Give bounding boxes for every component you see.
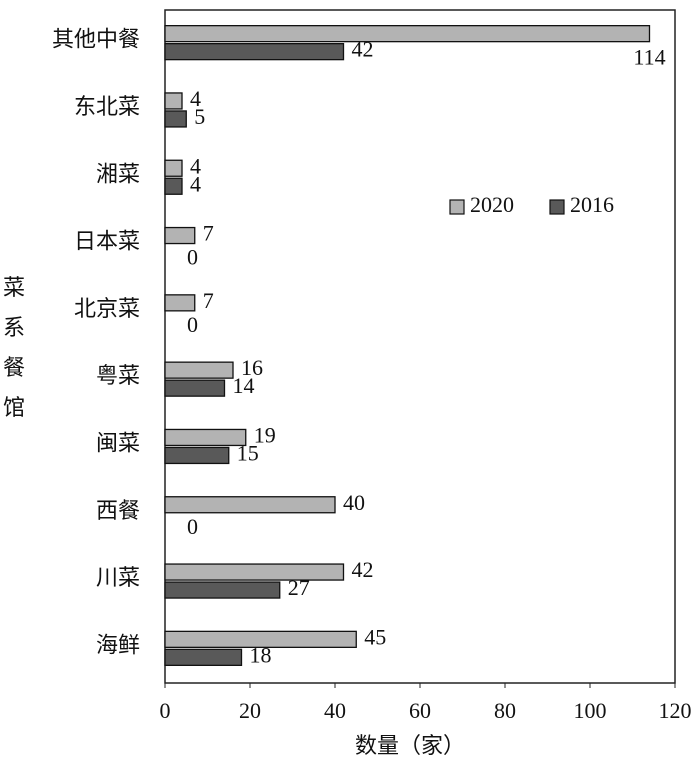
data-label: 4 — [190, 86, 201, 111]
bar — [164, 496, 336, 514]
data-label: 7 — [203, 221, 214, 246]
y-axis-label: 菜系餐馆 — [3, 275, 25, 420]
y-tick-label: 粤菜 — [96, 363, 140, 388]
y-tick-label: 闽菜 — [96, 430, 140, 455]
bar — [164, 428, 247, 447]
data-label: 40 — [343, 490, 365, 515]
bar — [164, 648, 243, 666]
data-label: 16 — [241, 355, 263, 380]
bar — [164, 563, 345, 581]
data-label: 45 — [364, 624, 386, 649]
legend-label: 2020 — [470, 192, 514, 217]
bar — [164, 446, 230, 465]
bar — [164, 159, 183, 177]
bar — [164, 110, 187, 128]
y-tick-label: 海鲜 — [96, 632, 140, 657]
legend-label: 2016 — [570, 192, 614, 217]
x-axis-label: 数量（家） — [355, 733, 465, 758]
data-label: 0 — [187, 312, 198, 337]
y-tick-label: 东北菜 — [74, 94, 140, 119]
data-label: 42 — [352, 557, 374, 582]
data-label: 19 — [254, 422, 276, 447]
y-tick-label: 西餐 — [96, 498, 140, 523]
bar — [164, 630, 357, 648]
x-tick-label: 20 — [239, 698, 261, 723]
data-label: 4 — [190, 171, 201, 196]
bar — [164, 361, 234, 379]
bar — [164, 43, 345, 61]
y-tick-label: 川菜 — [96, 565, 140, 590]
data-label: 0 — [187, 245, 198, 270]
data-label: 27 — [288, 575, 310, 600]
x-tick-label: 60 — [409, 698, 431, 723]
bar — [164, 177, 183, 195]
bar — [164, 92, 183, 110]
y-tick-label: 北京菜 — [74, 296, 140, 321]
legend-swatch — [549, 199, 565, 215]
x-tick-label: 40 — [324, 698, 346, 723]
data-label: 42 — [352, 37, 374, 62]
data-label: 15 — [237, 440, 259, 465]
x-tick-label: 100 — [574, 698, 607, 723]
bar — [164, 379, 226, 397]
bar — [164, 294, 196, 312]
x-tick-label: 80 — [494, 698, 516, 723]
bar — [164, 226, 196, 245]
data-label: 7 — [203, 288, 214, 313]
y-tick-label: 日本菜 — [74, 229, 140, 254]
data-label: 14 — [233, 373, 255, 398]
bar — [164, 24, 651, 43]
bar — [164, 581, 281, 599]
y-tick-label: 湘菜 — [96, 161, 140, 186]
data-label: 5 — [194, 104, 205, 129]
x-tick-label: 0 — [160, 698, 171, 723]
y-tick-label: 其他中餐 — [52, 27, 140, 52]
x-tick-label: 120 — [659, 698, 692, 723]
data-label: 4 — [190, 153, 201, 178]
data-label: 18 — [250, 642, 272, 667]
data-label: 0 — [187, 514, 198, 539]
legend-swatch — [449, 199, 465, 215]
data-label: 114 — [633, 45, 665, 70]
